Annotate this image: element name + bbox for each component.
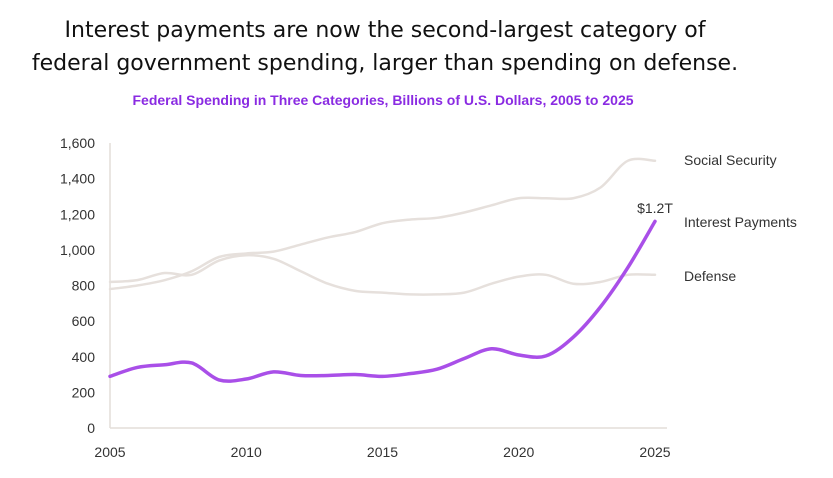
y-tick-label: 1,000	[60, 242, 95, 258]
headline: Interest payments are now the second-lar…	[0, 14, 770, 80]
y-tick-label: 200	[72, 384, 96, 400]
y-tick-label: 800	[72, 278, 96, 294]
x-tick-label: 2005	[94, 444, 125, 460]
x-tick-label: 2025	[639, 444, 670, 460]
chart-title: Federal Spending in Three Categories, Bi…	[132, 92, 634, 108]
headline-line-2: federal government spending, larger than…	[31, 51, 739, 76]
series-label-interest-payments: Interest Payments	[684, 214, 797, 230]
series-label-social-security: Social Security	[684, 152, 777, 168]
y-axis-ticks: 0 200 400 600 800 1,000 1,200 1,400 1,600	[60, 135, 95, 436]
series-line-defense	[108, 253, 657, 296]
headline-line-1: Interest payments are now the second-lar…	[64, 18, 706, 43]
x-tick-label: 2015	[367, 444, 398, 460]
y-tick-label: 1,200	[60, 206, 95, 222]
y-tick-label: 0	[87, 420, 95, 436]
series-line-interest-payments	[108, 219, 657, 383]
y-tick-label: 400	[72, 349, 96, 365]
x-tick-label: 2020	[503, 444, 534, 460]
x-tick-label: 2010	[231, 444, 262, 460]
end-value-label: $1.2T	[637, 200, 673, 216]
series-label-defense: Defense	[684, 268, 736, 284]
y-tick-label: 600	[72, 313, 96, 329]
y-tick-label: 1,400	[60, 171, 95, 187]
series-line-social-security	[108, 157, 657, 291]
x-axis-ticks: 2005 2010 2015 2020 2025	[94, 444, 670, 460]
series-labels: Social Security Defense Interest Payments $…	[637, 152, 797, 284]
y-tick-label: 1,600	[60, 135, 95, 151]
series-lines	[108, 157, 657, 383]
